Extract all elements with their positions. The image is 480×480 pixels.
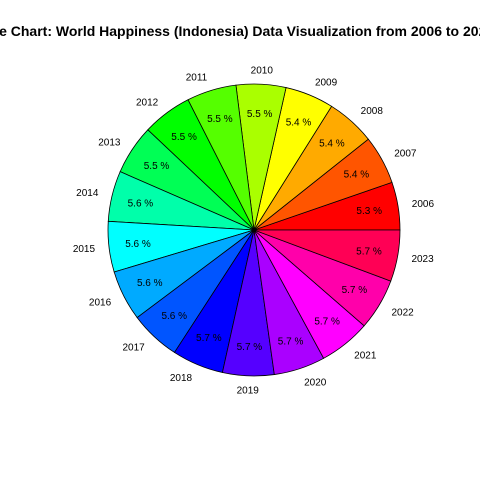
- slice-label-2020: 2020: [304, 377, 327, 388]
- slice-percent-2008: 5.4 %: [319, 138, 345, 149]
- slice-label-2016: 2016: [89, 298, 112, 309]
- slice-label-2013: 2013: [98, 137, 121, 148]
- slice-percent-2016: 5.6 %: [137, 278, 163, 289]
- slice-percent-2023: 5.7 %: [356, 246, 382, 257]
- pie-labels: 2006 5.3 % 2007 5.4 % 2008 5.4 % 2009 5.4 % 2010…: [73, 66, 435, 397]
- slice-percent-2018: 5.7 %: [196, 333, 222, 344]
- slice-label-2008: 2008: [361, 106, 384, 117]
- pie-slice-2023: [253, 229, 401, 282]
- slice-percent-2015: 5.6 %: [125, 239, 151, 250]
- slice-label-2017: 2017: [122, 342, 145, 353]
- slice-label-2009: 2009: [315, 78, 338, 89]
- slice-label-2018: 2018: [170, 373, 193, 384]
- slice-label-2007: 2007: [394, 148, 417, 159]
- slice-percent-2019: 5.7 %: [237, 342, 263, 353]
- slice-percent-2011: 5.5 %: [207, 114, 233, 125]
- slice-percent-2010: 5.5 %: [247, 109, 273, 120]
- slice-label-2021: 2021: [354, 350, 377, 361]
- slice-label-2011: 2011: [186, 72, 208, 83]
- slice-label-2019: 2019: [237, 385, 260, 396]
- slice-percent-2009: 5.4 %: [286, 118, 312, 129]
- chart-title: Pie Chart: World Happiness (Indonesia) D…: [0, 23, 480, 39]
- slice-label-2010: 2010: [251, 66, 274, 77]
- slice-percent-2021: 5.7 %: [314, 317, 340, 328]
- slice-label-2023: 2023: [411, 254, 434, 265]
- pie-slices: [107, 83, 401, 377]
- slice-percent-2017: 5.6 %: [161, 311, 187, 322]
- slice-label-2006: 2006: [412, 199, 435, 210]
- slice-percent-2012: 5.5 %: [171, 132, 197, 143]
- slice-label-2015: 2015: [73, 244, 96, 255]
- slice-percent-2014: 5.6 %: [128, 198, 154, 209]
- slice-percent-2007: 5.4 %: [344, 169, 370, 180]
- slice-label-2012: 2012: [136, 97, 159, 108]
- slice-label-2014: 2014: [76, 188, 99, 199]
- slice-percent-2013: 5.5 %: [144, 161, 170, 172]
- slice-percent-2022: 5.7 %: [342, 285, 368, 296]
- slice-label-2022: 2022: [392, 307, 415, 318]
- slice-percent-2020: 5.7 %: [278, 336, 304, 347]
- slice-percent-2006: 5.3 %: [356, 206, 382, 217]
